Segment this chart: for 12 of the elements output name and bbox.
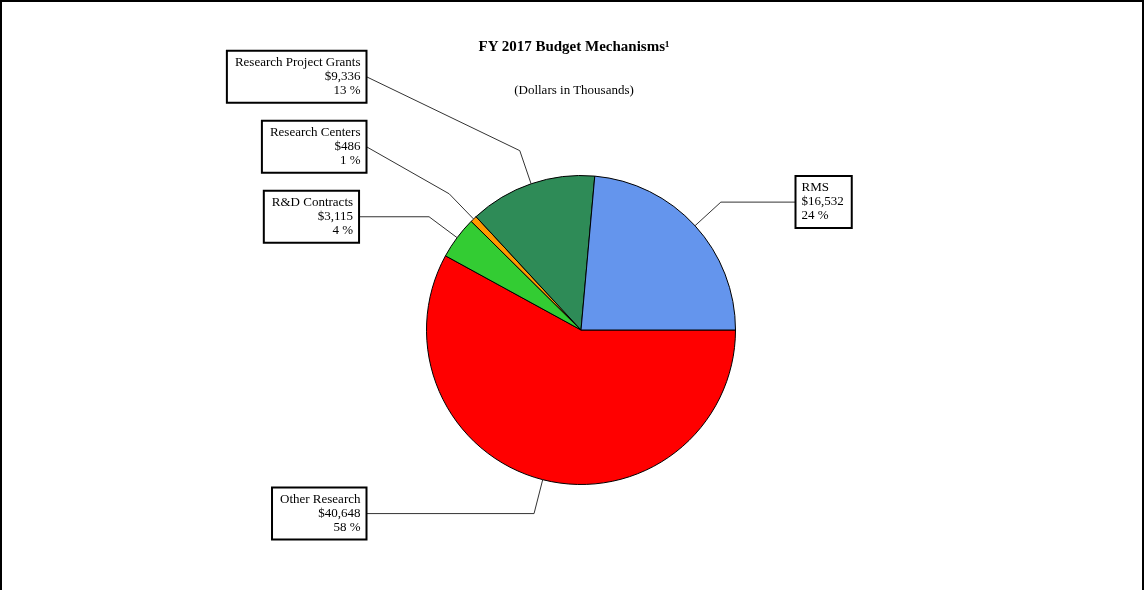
slice-label: Research Project Grants xyxy=(234,53,361,69)
data-label: $486 1 % xyxy=(334,137,361,167)
data-label: $3,115 4 % xyxy=(317,207,354,237)
slice-label: Other Research xyxy=(280,490,361,506)
slice-label: R&D Contracts xyxy=(271,193,354,209)
data-label: $16,532 24 % xyxy=(801,193,844,223)
slice-label: RMS xyxy=(801,179,829,195)
data-label: $9,336 13 % xyxy=(324,67,361,97)
data-label: $40,648 58 % xyxy=(318,504,361,534)
chart-title: FY 2017 Budget Mechanisms¹ xyxy=(477,38,671,55)
slice-label: Research Centers xyxy=(269,123,361,139)
text: (Dollars in Thousands) xyxy=(514,82,634,97)
